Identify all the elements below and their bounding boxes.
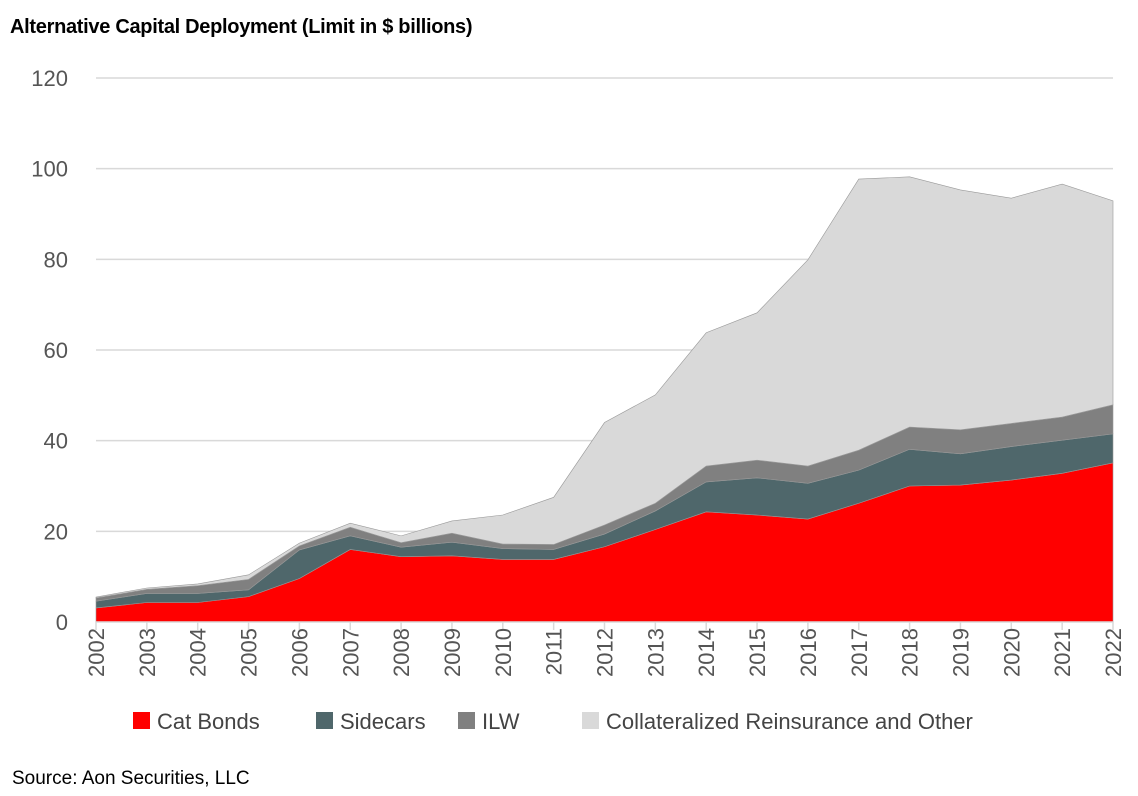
legend-label: ILW (482, 709, 520, 734)
x-tick-label: 2003 (135, 628, 160, 677)
y-tick-label: 120 (31, 66, 68, 91)
chart-title: Alternative Capital Deployment (Limit in… (10, 16, 473, 38)
y-tick-label: 0 (56, 610, 68, 635)
x-tick-label: 2009 (440, 628, 465, 677)
y-tick-label: 40 (44, 429, 68, 454)
x-tick-label: 2002 (84, 628, 109, 677)
area-collateralized-reinsurance-and-other (95, 176, 1114, 599)
x-tick-label: 2011 (542, 628, 567, 675)
x-tick-label: 2020 (999, 628, 1024, 677)
x-tick-label: 2012 (593, 628, 618, 677)
x-tick-label: 2022 (1101, 628, 1126, 677)
y-tick-label: 80 (44, 247, 68, 272)
legend-label: Sidecars (340, 709, 426, 734)
x-tick-label: 2016 (796, 628, 821, 677)
x-tick-label: 2010 (491, 628, 516, 677)
x-tick-label: 2013 (643, 628, 668, 677)
x-tick-label: 2005 (237, 628, 262, 677)
legend-label: Collateralized Reinsurance and Other (606, 709, 973, 734)
x-tick-label: 2014 (694, 628, 719, 677)
x-tick-label: 2004 (186, 628, 211, 677)
legend-swatch (316, 712, 333, 729)
x-tick-label: 2019 (948, 628, 973, 677)
x-tick-label: 2018 (898, 628, 923, 677)
legend-label: Cat Bonds (157, 709, 260, 734)
x-tick-label: 2015 (745, 628, 770, 677)
x-tick-label: 2021 (1050, 628, 1075, 677)
y-tick-label: 60 (44, 338, 68, 363)
x-tick-label: 2006 (287, 628, 312, 677)
x-tick-label: 2008 (389, 628, 414, 677)
x-tick-label: 2007 (338, 628, 363, 677)
legend-swatch (582, 712, 599, 729)
y-tick-label: 20 (44, 519, 68, 544)
source-note: Source: Aon Securities, LLC (12, 768, 250, 789)
legend-swatch (133, 712, 150, 729)
x-tick-label: 2017 (847, 628, 872, 677)
legend-swatch (458, 712, 475, 729)
y-tick-label: 100 (31, 157, 68, 182)
